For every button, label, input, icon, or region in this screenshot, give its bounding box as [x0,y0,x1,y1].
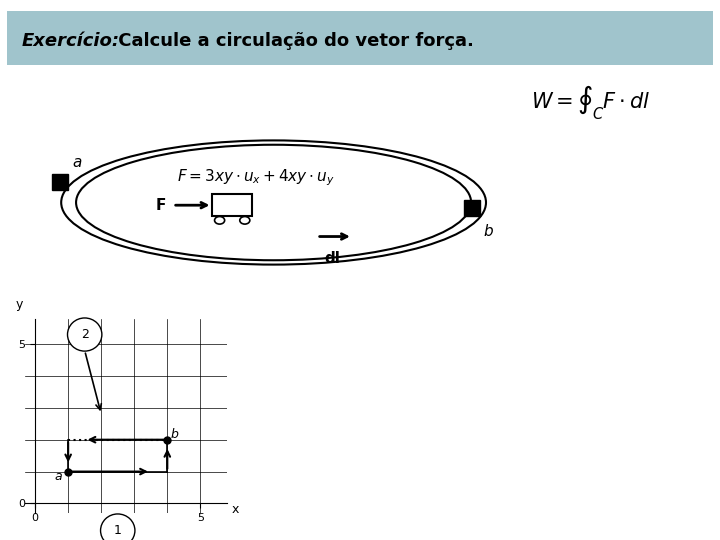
Circle shape [240,217,250,224]
Text: dl: dl [325,251,341,266]
Circle shape [68,318,102,351]
Bar [464,200,480,216]
X-axis label: x: x [231,503,238,516]
Bar [212,194,252,216]
Circle shape [101,514,135,540]
Text: F: F [156,198,166,213]
Text: a: a [72,155,81,170]
Text: Calcule a circulação do vetor força.: Calcule a circulação do vetor força. [112,31,474,50]
Text: b: b [484,224,493,239]
Bar [52,174,68,190]
Text: $F = 3xy \cdot u_x + 4xy \cdot u_y$: $F = 3xy \cdot u_x + 4xy \cdot u_y$ [176,168,335,188]
Text: a: a [55,470,63,483]
Y-axis label: y: y [15,298,23,311]
Circle shape [215,217,225,224]
Text: $W = \oint_C F \cdot dl$: $W = \oint_C F \cdot dl$ [531,83,650,122]
FancyBboxPatch shape [7,11,713,65]
Text: 2: 2 [81,328,89,341]
Text: Exercício:: Exercício: [22,31,120,50]
Text: b: b [171,428,179,441]
Text: 1: 1 [114,524,122,537]
